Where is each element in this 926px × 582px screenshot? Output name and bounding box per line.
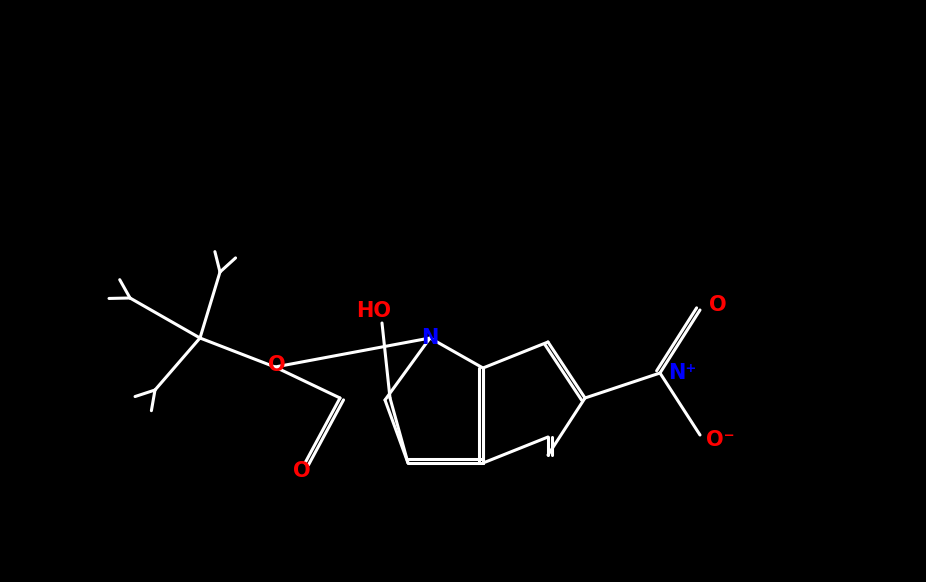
Text: N⁺: N⁺ [668, 363, 696, 383]
Text: HO: HO [357, 301, 392, 321]
Text: O: O [294, 461, 311, 481]
Text: O: O [709, 295, 727, 315]
Text: N: N [421, 328, 439, 348]
Text: O: O [269, 355, 286, 375]
Text: O⁻: O⁻ [706, 430, 734, 450]
